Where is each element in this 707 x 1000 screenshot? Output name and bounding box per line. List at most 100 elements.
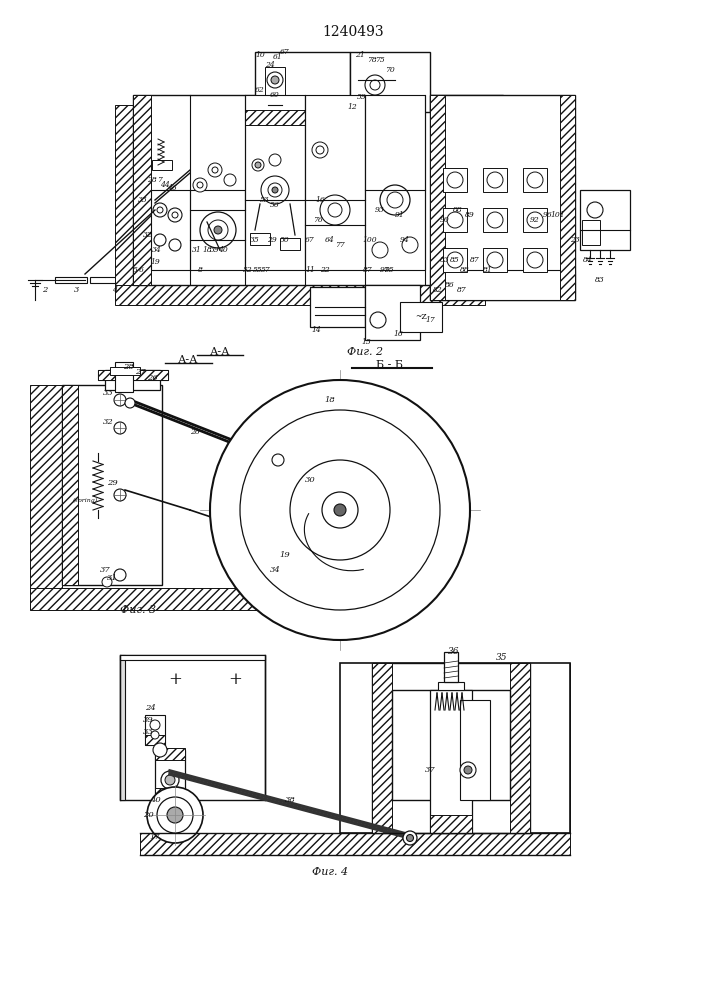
Bar xyxy=(430,95,445,300)
Text: 20: 20 xyxy=(143,811,153,819)
Bar xyxy=(443,168,467,192)
Text: 96: 96 xyxy=(543,211,553,219)
Text: 32: 32 xyxy=(143,231,153,239)
Bar xyxy=(430,690,472,833)
Circle shape xyxy=(460,762,476,778)
Bar xyxy=(580,190,630,250)
Circle shape xyxy=(212,167,218,173)
Circle shape xyxy=(267,72,283,88)
Circle shape xyxy=(193,178,207,192)
Bar xyxy=(155,748,185,760)
Circle shape xyxy=(527,212,543,228)
Text: 36: 36 xyxy=(448,648,460,656)
Bar xyxy=(190,190,245,270)
Text: ~Z: ~Z xyxy=(415,313,427,321)
Text: 67: 67 xyxy=(305,236,315,244)
Text: 1240493: 1240493 xyxy=(322,25,384,39)
Circle shape xyxy=(487,212,503,228)
Bar xyxy=(372,663,392,833)
Text: 82: 82 xyxy=(433,286,443,294)
Text: 64: 64 xyxy=(325,236,335,244)
Bar xyxy=(105,370,160,390)
Text: 33: 33 xyxy=(103,389,113,397)
Text: Фиг. 3: Фиг. 3 xyxy=(120,605,156,615)
Text: 77: 77 xyxy=(335,241,345,249)
Text: 17: 17 xyxy=(425,316,435,324)
Bar xyxy=(510,663,530,833)
Text: 31: 31 xyxy=(192,246,202,254)
Text: 83: 83 xyxy=(595,276,605,284)
Text: (spring): (spring) xyxy=(72,497,98,503)
Text: 18: 18 xyxy=(202,246,212,254)
Text: 61: 61 xyxy=(273,53,283,61)
Circle shape xyxy=(169,239,181,251)
Text: 67: 67 xyxy=(280,48,290,56)
Bar xyxy=(98,370,168,380)
Circle shape xyxy=(322,492,358,528)
Bar xyxy=(245,95,305,270)
Text: 87: 87 xyxy=(457,286,467,294)
Bar xyxy=(483,168,507,192)
Text: 32: 32 xyxy=(103,418,113,426)
Text: 17: 17 xyxy=(150,833,160,841)
Text: 35: 35 xyxy=(250,236,260,244)
Circle shape xyxy=(334,504,346,516)
Text: 60: 60 xyxy=(270,91,280,99)
Text: 70: 70 xyxy=(385,66,395,74)
Bar xyxy=(155,788,185,800)
Circle shape xyxy=(150,720,160,730)
Text: 4: 4 xyxy=(112,286,117,294)
Circle shape xyxy=(157,797,193,833)
Bar xyxy=(350,52,430,112)
Bar xyxy=(483,208,507,232)
Circle shape xyxy=(372,242,388,258)
Circle shape xyxy=(464,766,472,774)
Text: 93: 93 xyxy=(375,206,385,214)
Text: 19: 19 xyxy=(280,551,291,559)
Text: 40: 40 xyxy=(218,246,228,254)
Text: 26: 26 xyxy=(190,428,200,436)
Bar xyxy=(523,168,547,192)
Bar xyxy=(151,190,191,270)
Text: 94: 94 xyxy=(400,236,410,244)
Bar xyxy=(145,715,165,745)
Bar xyxy=(483,248,507,272)
Bar xyxy=(530,663,570,833)
Circle shape xyxy=(320,195,350,225)
Bar xyxy=(392,690,510,800)
Text: 3: 3 xyxy=(74,286,80,294)
Bar xyxy=(140,833,570,855)
Text: 26: 26 xyxy=(146,374,158,382)
Text: 101: 101 xyxy=(551,211,566,219)
Circle shape xyxy=(200,212,236,248)
Text: 38: 38 xyxy=(285,796,296,804)
Bar xyxy=(133,95,151,285)
Text: 52: 52 xyxy=(243,266,253,274)
Text: +: + xyxy=(168,672,182,688)
Text: 19: 19 xyxy=(150,258,160,266)
Circle shape xyxy=(154,234,166,246)
Text: 24: 24 xyxy=(265,61,275,69)
Circle shape xyxy=(272,454,284,466)
Bar xyxy=(62,385,162,585)
Bar xyxy=(90,277,122,283)
Text: 86: 86 xyxy=(445,281,455,289)
Text: 87: 87 xyxy=(363,266,373,274)
Circle shape xyxy=(151,731,159,739)
Circle shape xyxy=(527,172,543,188)
Text: 50: 50 xyxy=(280,236,290,244)
Text: 97: 97 xyxy=(380,266,390,274)
Bar xyxy=(430,815,472,833)
Circle shape xyxy=(402,237,418,253)
Text: 33: 33 xyxy=(143,728,153,736)
Text: 2: 2 xyxy=(42,286,47,294)
Circle shape xyxy=(365,75,385,95)
Text: 84: 84 xyxy=(583,256,593,264)
Text: 88: 88 xyxy=(453,206,463,214)
Circle shape xyxy=(165,775,175,785)
Bar xyxy=(133,95,503,285)
Circle shape xyxy=(447,172,463,188)
Circle shape xyxy=(261,176,289,204)
Circle shape xyxy=(387,192,403,208)
Circle shape xyxy=(125,398,135,408)
